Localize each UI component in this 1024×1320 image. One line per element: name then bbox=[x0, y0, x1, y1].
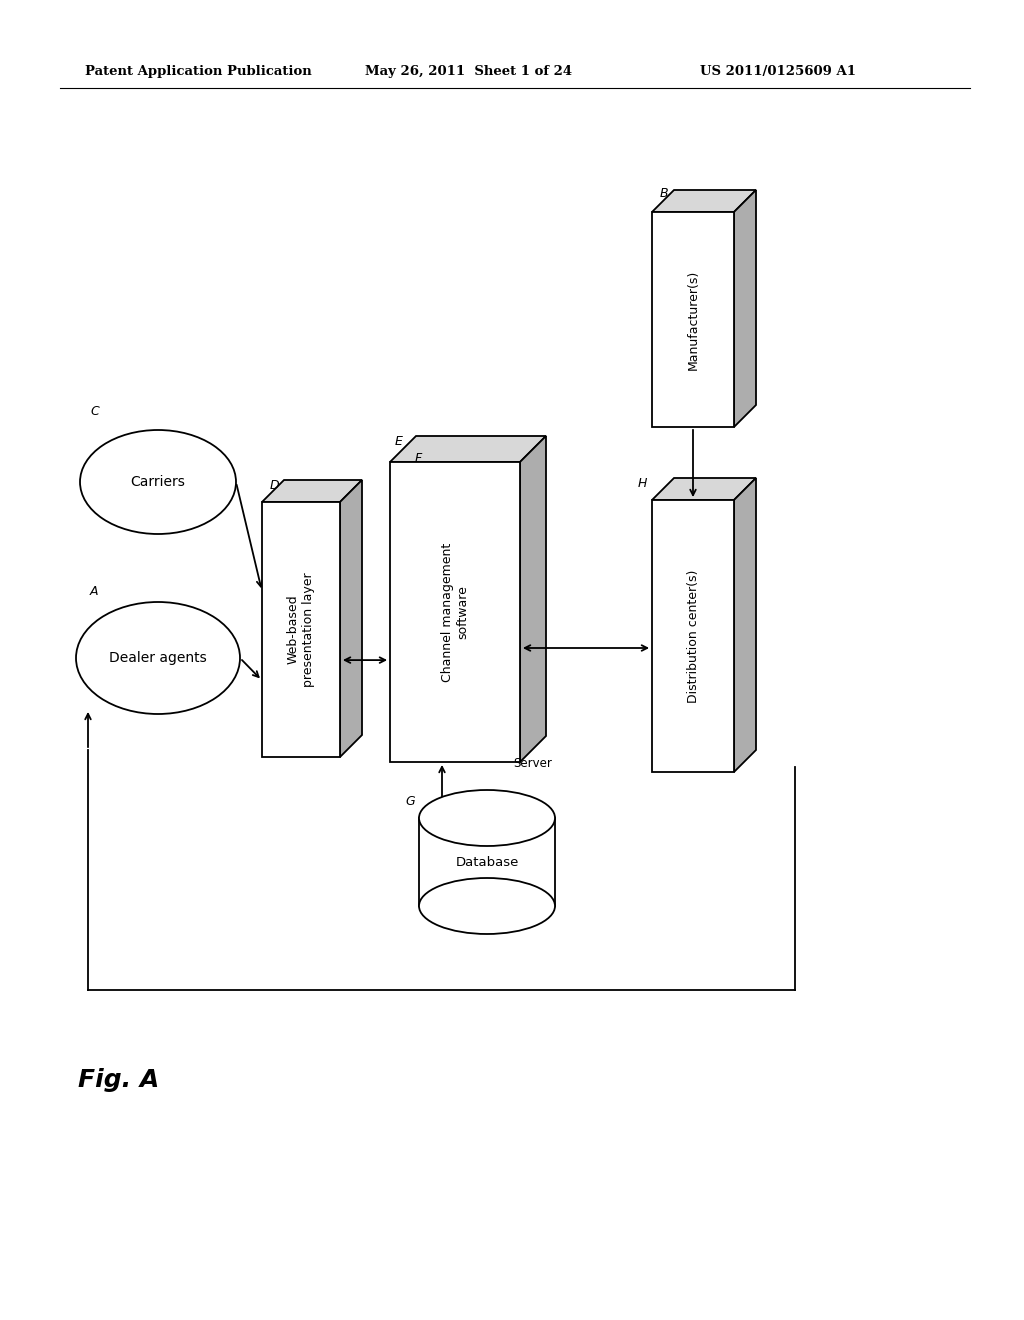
Polygon shape bbox=[652, 213, 734, 426]
Text: Carriers: Carriers bbox=[131, 475, 185, 488]
Ellipse shape bbox=[80, 430, 236, 535]
Polygon shape bbox=[340, 480, 362, 756]
Polygon shape bbox=[419, 818, 555, 906]
Polygon shape bbox=[390, 462, 520, 762]
Ellipse shape bbox=[419, 789, 555, 846]
Text: Database: Database bbox=[456, 855, 519, 869]
Text: Dealer agents: Dealer agents bbox=[110, 651, 207, 665]
Text: Fig. A: Fig. A bbox=[78, 1068, 160, 1092]
Polygon shape bbox=[652, 478, 756, 500]
Polygon shape bbox=[652, 190, 756, 213]
Text: D: D bbox=[270, 479, 280, 492]
Polygon shape bbox=[390, 436, 546, 462]
Text: B: B bbox=[660, 187, 669, 201]
Text: May 26, 2011  Sheet 1 of 24: May 26, 2011 Sheet 1 of 24 bbox=[365, 66, 572, 78]
Polygon shape bbox=[262, 480, 362, 502]
Text: Manufacturer(s): Manufacturer(s) bbox=[686, 269, 699, 370]
Polygon shape bbox=[734, 190, 756, 426]
Polygon shape bbox=[520, 436, 546, 762]
Text: Distribution center(s): Distribution center(s) bbox=[686, 569, 699, 702]
Text: Patent Application Publication: Patent Application Publication bbox=[85, 66, 311, 78]
Polygon shape bbox=[734, 478, 756, 772]
Text: C: C bbox=[90, 405, 98, 418]
Ellipse shape bbox=[419, 878, 555, 935]
Ellipse shape bbox=[76, 602, 240, 714]
Polygon shape bbox=[262, 502, 340, 756]
Text: US 2011/0125609 A1: US 2011/0125609 A1 bbox=[700, 66, 856, 78]
Text: E: E bbox=[395, 436, 402, 447]
Text: A: A bbox=[90, 585, 98, 598]
Text: H: H bbox=[638, 477, 647, 490]
Text: Channel management
software: Channel management software bbox=[441, 543, 469, 681]
Text: F: F bbox=[415, 451, 422, 465]
Polygon shape bbox=[652, 500, 734, 772]
Text: Web-based
presentation layer: Web-based presentation layer bbox=[287, 572, 315, 686]
Text: Server: Server bbox=[514, 756, 552, 770]
Text: G: G bbox=[406, 795, 415, 808]
